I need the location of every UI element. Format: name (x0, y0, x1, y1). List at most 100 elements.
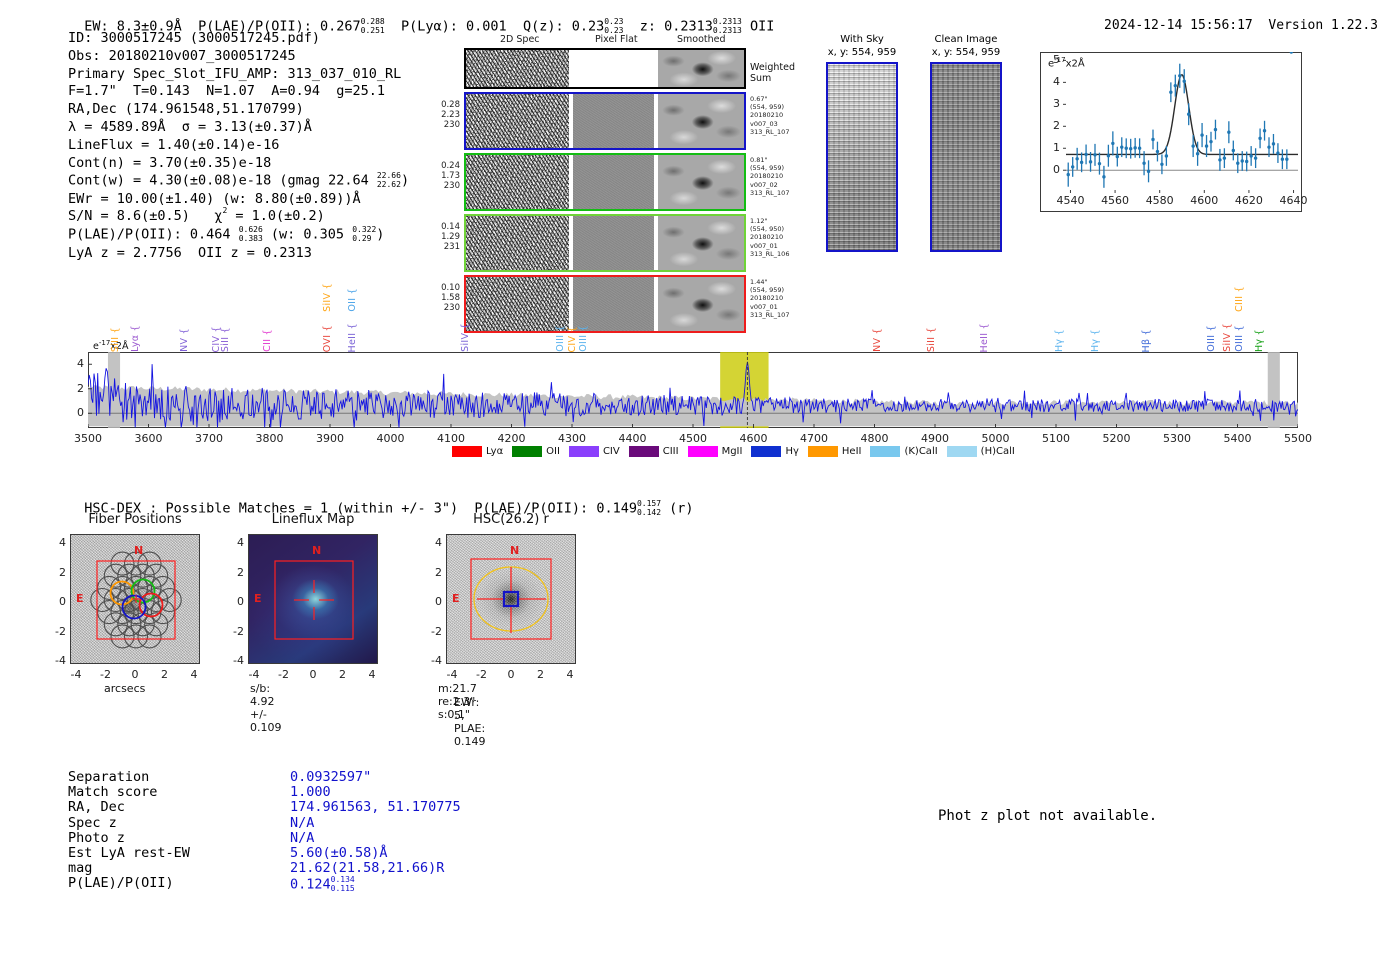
header-plae-label: P(LAE)/P(OII): (198, 18, 312, 35)
lineflux-x-tick: 4 (368, 668, 376, 681)
hsc-x-tick: -2 (476, 668, 487, 681)
fit-y-tick: 2 (1053, 119, 1060, 133)
strip-meta-line: 313_RL_106 (750, 249, 790, 258)
match-detail-key: RA, Dec (68, 799, 125, 816)
emission-line-label: SiII { (925, 326, 937, 352)
emission-line-label: OII { (346, 288, 358, 312)
lineflux-y-tick: 2 (237, 565, 244, 579)
fiber-xlabel: arcsecs (104, 682, 146, 695)
fit-y-tick: 5 (1053, 53, 1060, 67)
strip-right-meta: 1.12" (554, 950) 20180210 v007_01 313_RL_106 (750, 217, 789, 258)
spectrum-x-tick: 3600 (134, 432, 163, 445)
hsc-xlabel-photometry: m:21.7 re:2.3" s:0.1" (438, 682, 477, 721)
strip-pixelflat-image (572, 94, 654, 148)
legend-label: MgII (721, 446, 743, 457)
lineflux-x-tick: -2 (278, 668, 289, 681)
cutout-withsky-title: With Sky (840, 34, 884, 45)
strip-stat-value: 230 (443, 303, 460, 313)
header-z-bounds: 0.2313 0.2313 (712, 17, 742, 35)
match-detail-key: Est LyA rest-EW (68, 844, 190, 861)
spectrum-x-tick: 3800 (255, 432, 284, 445)
hscdex-suffix: (r) (661, 500, 694, 517)
emission-line-label: SiIV { (459, 323, 471, 352)
hscdex-prefix: HSC-DEX : Possible Matches = 1 (within +… (84, 500, 597, 517)
strip-pixelflat-image (572, 277, 654, 331)
spectrum-y-tick: 2 (77, 381, 84, 395)
fiber-x-tick: 2 (161, 668, 168, 681)
strip-right-meta: 1.44" (554, 959) 20180210 v007_01 313_RL_107 (750, 278, 789, 319)
header-z-species: OII (749, 18, 775, 35)
spectrum-x-tick: 4700 (800, 432, 828, 445)
hsc-y-tick: -2 (431, 624, 442, 638)
emission-line-label: SiII { (109, 326, 121, 352)
emission-line-label: NV { (872, 328, 884, 352)
weighted-sum-row: Weighted Sum (432, 48, 795, 89)
legend-label: Lyα (486, 446, 504, 457)
legend-label: OII (546, 446, 560, 457)
info-plae-poii: P(LAE)/P(OII): 0.464 0.626 0.383 (w: 0.30… (68, 225, 385, 243)
strip-stat-value: 2.23 (441, 110, 460, 120)
match-detail-key: Spec z (68, 814, 117, 831)
hsc-x-tick: -4 (446, 668, 458, 681)
legend-swatch (870, 446, 901, 457)
lineflux-xlabel: s/b: 4.92 +/- 0.109 (250, 682, 282, 734)
cutout-clean-title: Clean Image (934, 34, 998, 45)
legend-item: (K)CalI (870, 446, 938, 457)
info-ewr: EWr = 10.00(±1.40) (w: 8.80(±0.89))Å (68, 190, 361, 207)
legend-item: CIV (568, 446, 620, 457)
spectrum-y-tick: 4 (77, 357, 84, 371)
header-qz-bounds: 0.23 0.23 (604, 17, 624, 35)
spectrum-x-tick: 4900 (921, 432, 949, 445)
two-d-spectrum-montage: 2D Spec Pixel Flat Smoothed Weighted Sum… (432, 34, 795, 336)
emission-line-label: HeII { (346, 322, 358, 352)
fit-y-tick: 0 (1053, 163, 1060, 177)
emission-line-label: OVI { (322, 324, 334, 352)
strip-right-meta: 0.67" (554, 959) 20180210 v007_03 313_RL_107 (750, 95, 789, 136)
emission-line-label: OIII { (1206, 325, 1218, 352)
strip-stat-value: 0.10 (441, 283, 460, 293)
strip-2dspec-image (466, 277, 569, 331)
fiber-x-tick: -2 (100, 668, 111, 681)
spectrum-x-tick: 3900 (316, 432, 344, 445)
spectrum-x-tick: 5400 (1223, 432, 1252, 445)
spectrum-canvas (88, 352, 1298, 428)
header-plya: P(Lyα): 0.001 (401, 18, 507, 35)
match-detail-value: 0.1240.134 0.115 (290, 875, 355, 893)
col-header-2dspec: 2D Spec (500, 34, 540, 45)
spectrum-x-tick: 3500 (74, 432, 102, 445)
strip-meta-line: 0.67" (750, 95, 768, 103)
strip-stat-value: 0.14 (441, 222, 460, 232)
match-detail-key: Photo z (68, 829, 125, 846)
strip-meta-line: 20180210 (750, 172, 784, 181)
strip-stat-value: 1.29 (441, 232, 460, 242)
fiber-x-tick: 4 (190, 668, 198, 681)
spectrum-x-tick: 3700 (195, 432, 223, 445)
strip-images (464, 214, 746, 272)
header-plae-bounds: 0.288 0.251 (360, 17, 385, 35)
fit-x-tick: 4600 (1190, 194, 1219, 207)
lineflux-y-tick: 0 (237, 595, 244, 608)
spectrum-legend: Lyα OII CIV CIII MgII Hγ HeII (K)CalI (H)CalI (452, 446, 1015, 457)
header-qz: Q(z): 0.23 (522, 18, 605, 35)
lineflux-compass-east: E (254, 592, 262, 605)
strip-left-stats: 0.28 2.23 230 (432, 100, 460, 130)
info-obs: Obs: 20180210v007_3000517245 (68, 47, 296, 64)
emission-line-label: Hβ { (1140, 328, 1152, 352)
strip-meta-line: v007_03 (750, 119, 778, 128)
lineflux-map-title: Lineflux Map (271, 512, 355, 527)
strip-meta-line: v007_02 (750, 180, 778, 189)
weighted-sum-label: Weighted Sum (750, 62, 795, 84)
fit-x-tick: 4560 (1101, 194, 1130, 207)
fiber-positions-title: Fiber Positions (88, 512, 182, 527)
legend-label: HeII (841, 446, 862, 457)
strip-images (464, 275, 746, 333)
legend-swatch (568, 446, 599, 457)
col-header-smoothed: Smoothed (677, 34, 726, 45)
fiber-compass-north: N (134, 544, 144, 557)
spectrum-x-tick: 5200 (1102, 432, 1131, 445)
info-seeing-throughput: F=1.7" T=0.143 N=1.07 A=0.94 g=25.1 (68, 83, 385, 100)
strip-meta-line: (554, 959) (750, 164, 785, 173)
legend-label: CIV (602, 446, 620, 457)
spectrum-y-tick: 0 (77, 406, 84, 420)
emission-line-label: SiII { (219, 326, 231, 352)
